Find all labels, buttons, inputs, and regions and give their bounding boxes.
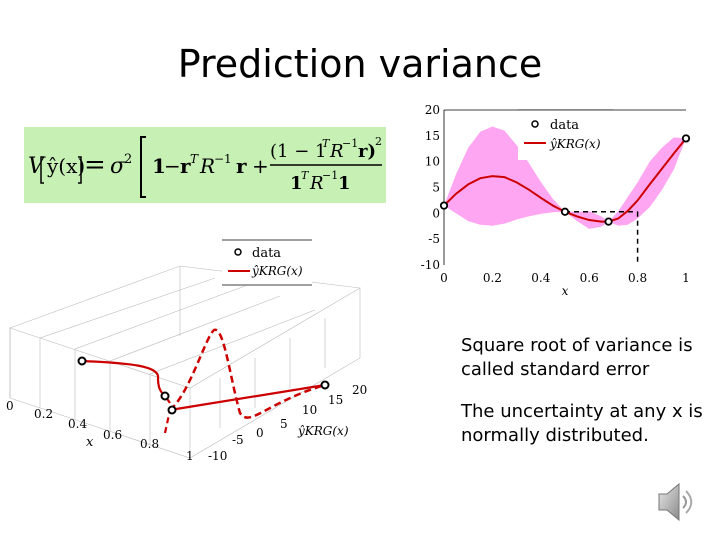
prediction-chart-3d: data ŷKRG(x) 0 0.2 0.4 0.6 0.8 1 -10 -5 … [6, 239, 367, 463]
data-point [604, 217, 613, 226]
data-point [560, 207, 570, 216]
tick-3d-y: 15 [328, 393, 343, 407]
tick-3d-y: 20 [352, 383, 367, 397]
x-tick-label: 0.8 [628, 271, 647, 285]
formula-denom-1b: 1 [338, 173, 351, 194]
tick-3d-y: 0 [256, 426, 264, 440]
curve-3d-solid-b [169, 383, 326, 412]
prediction-variance-formula: V = σ 2 ŷ(x) 1 − r T R −1 r + (1 − 1 T R… [28, 135, 382, 198]
tick-3d-x: 1 [186, 449, 194, 463]
tick-3d-x: 0 [6, 399, 14, 413]
formula-inv1: −1 [214, 152, 232, 166]
y-tick-label: -10 [421, 258, 440, 272]
y-tick-label: 0 [432, 206, 440, 220]
data-point-3d [77, 356, 87, 366]
formula-denom-R: R [309, 173, 324, 194]
formula-lhs-arg: ŷ(x) [46, 154, 85, 178]
bullet-item: Square root of variance is called standa… [461, 335, 693, 380]
x-tick-label: 0 [440, 271, 448, 285]
formula-numer-sq: 2 [375, 135, 382, 148]
x-axis-label: x [562, 284, 569, 295]
tick-3d-y: -5 [232, 433, 244, 447]
prediction-chart-2d: 0 0.2 0.4 0.6 0.8 1 20 15 10 5 0 -5 -10 x data ŷKRG(x… [421, 103, 691, 295]
x-tick-label: 1 [682, 271, 690, 285]
y-tick-label: 15 [425, 129, 440, 143]
legend-3d: data ŷKRG(x) [222, 239, 312, 286]
formula-denom-T: T [301, 169, 310, 182]
slide-title: Prediction variance [177, 42, 543, 86]
tick-3d-y: -10 [208, 449, 227, 463]
formula-denom-inv: −1 [322, 169, 338, 182]
prediction-line [443, 137, 687, 223]
confidence-band [444, 126, 686, 229]
tick-3d-x: 0.8 [140, 437, 159, 451]
tick-3d-y: 5 [280, 417, 288, 431]
legend3d-prediction-label: ŷKRG(x) [251, 264, 303, 278]
formula-numer-r: r) [358, 141, 376, 162]
tick-3d-x: 0.2 [34, 407, 53, 421]
formula-T1: T [190, 152, 199, 166]
curve-3d-dashed [169, 328, 326, 419]
speaker-icon[interactable] [655, 478, 695, 526]
formula-sigma: σ [110, 154, 126, 179]
x-tick-label: 0.6 [580, 271, 599, 285]
legend-data-label: data [550, 118, 579, 133]
y-tick-label: 20 [425, 103, 440, 117]
legend3d-data-label: data [252, 246, 281, 261]
formula-one: 1 [152, 154, 166, 178]
formula-plus: + [252, 154, 269, 178]
formula-R1: R [199, 154, 215, 178]
curve-3d-solid-a [81, 359, 171, 404]
bullet-item: The uncertainty at any x is normally dis… [461, 401, 703, 446]
y-tick-label: 10 [425, 155, 440, 169]
formula-sigma-sq: 2 [124, 152, 132, 167]
bullet-list: Square root of variance is called standa… [461, 334, 711, 466]
data-point-3d [160, 391, 170, 401]
y-tick-label: 5 [432, 181, 440, 195]
tick-3d-y: 10 [302, 403, 317, 417]
axis-3d-ylabel: ŷKRG(x) [297, 424, 349, 438]
legend-prediction-label: ŷKRG(x) [549, 137, 601, 151]
formula-denom-1: 1 [290, 173, 303, 194]
formula-r: r [180, 154, 191, 178]
data-point-3d [320, 380, 330, 390]
legend3d-data-marker [234, 248, 242, 256]
formula-numer-inv: −1 [342, 137, 358, 150]
formula-eq: = [84, 150, 106, 180]
y-tick-label: -5 [428, 232, 440, 246]
formula-box: V = σ 2 ŷ(x) 1 − r T R −1 r + (1 − 1 T R… [24, 127, 386, 203]
formula-numer-T: T [322, 137, 331, 150]
tick-3d-x: 0.6 [103, 428, 122, 442]
formula-numer-R: R [329, 141, 344, 162]
data-point [439, 201, 449, 210]
x-tick-label: 0.4 [531, 271, 550, 285]
axis-3d-xlabel: x [86, 435, 94, 450]
data-point-3d [167, 405, 177, 415]
x-tick-label: 0.2 [483, 271, 502, 285]
tick-3d-x: 0.4 [68, 417, 87, 431]
formula-numerator: (1 − 1 [270, 141, 326, 162]
data-point [681, 134, 691, 143]
formula-minus: − [164, 154, 181, 178]
formula-r2: r [236, 154, 247, 178]
legend-box [518, 110, 613, 160]
legend-data-marker [531, 120, 539, 128]
